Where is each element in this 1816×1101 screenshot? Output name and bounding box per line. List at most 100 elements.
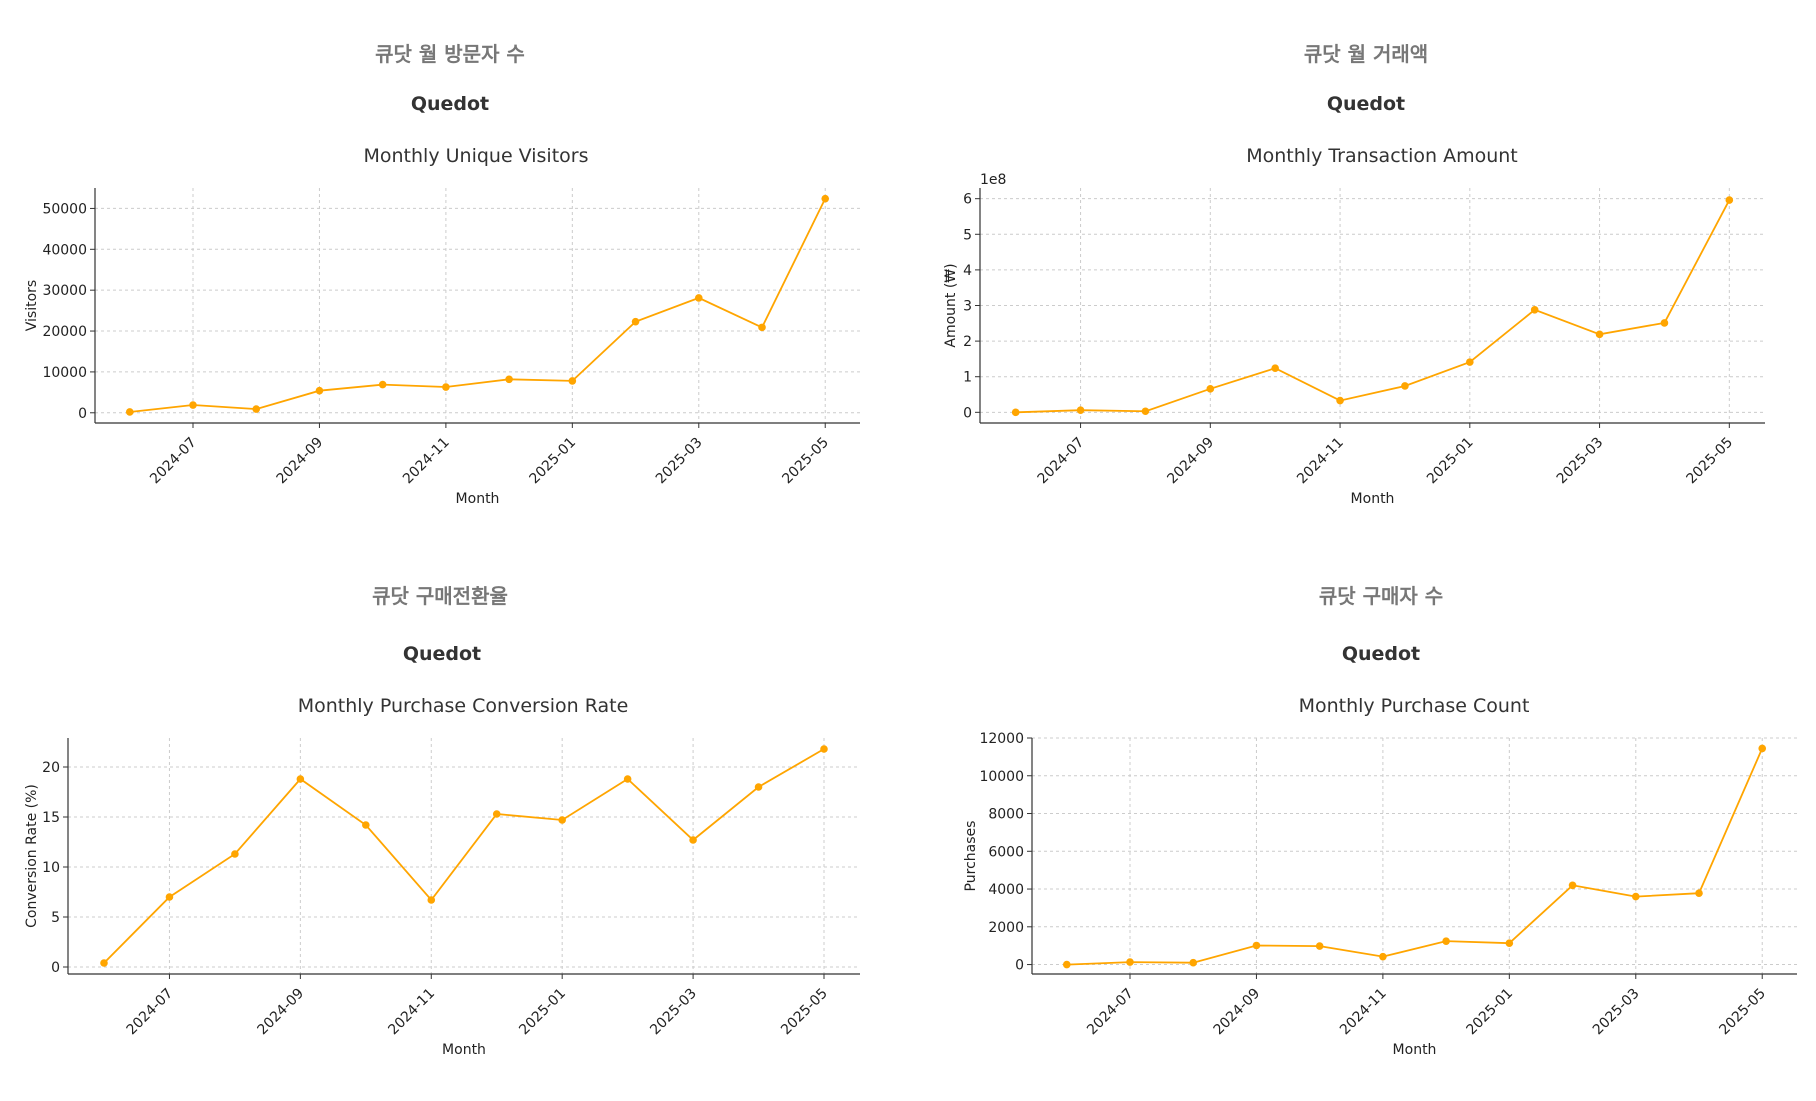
y-axis-label: Amount (₩)	[943, 263, 959, 347]
y-tick-label: 15	[42, 810, 60, 826]
data-point	[1725, 196, 1734, 204]
x-tick-label: 2025-03	[653, 435, 706, 488]
data-point	[758, 323, 766, 332]
x-tick-label: 2025-01	[1463, 986, 1516, 1039]
data-point	[125, 408, 134, 416]
y-tick-label: 4000	[988, 882, 1024, 898]
y-tick-label: 0	[51, 960, 60, 976]
x-tick-label: 2024-11	[1294, 435, 1347, 488]
x-tick-label: 2025-01	[516, 986, 569, 1039]
data-point	[315, 386, 324, 395]
chart-2-korean-title: 큐닷 월 거래액	[1303, 42, 1429, 66]
x-axis-label: Month	[1393, 1042, 1437, 1058]
data-point	[1568, 881, 1577, 890]
x-tick-label: 2024-11	[385, 986, 438, 1039]
chart-1-plot: 0 10000 20000 30000 40000 50000 2024-07 2024-09…	[24, 188, 860, 507]
series-line	[103, 748, 825, 964]
y-tick-label: 2	[963, 334, 972, 350]
series-line	[1066, 748, 1764, 966]
x-axis-label: Month	[442, 1042, 486, 1058]
chart-3-brand: Quedot	[402, 643, 482, 665]
x-tick-label: 2024-11	[400, 435, 453, 488]
x-tick-label: 2024-09	[255, 986, 308, 1039]
data-point	[689, 836, 697, 844]
data-point	[1076, 406, 1085, 414]
x-tick-label: 2025-03	[1554, 435, 1607, 488]
y-tick-label: 8000	[988, 807, 1024, 823]
data-point	[1695, 889, 1703, 897]
data-point	[252, 405, 261, 413]
data-point	[1206, 385, 1215, 393]
y-tick-label: 1	[963, 370, 972, 386]
data-point	[1379, 952, 1387, 961]
chart-2-brand: Quedot	[1326, 93, 1406, 115]
x-tick-label: 2025-01	[1424, 435, 1477, 488]
x-axis-label: Month	[1351, 491, 1395, 507]
chart-2-title: Monthly Transaction Amount	[1246, 145, 1518, 167]
x-tick-label: 2025-01	[526, 435, 579, 488]
x-tick-label: 2024-11	[1337, 986, 1390, 1039]
y-tick-label: 12000	[979, 731, 1024, 747]
y-tick-label: 10000	[979, 769, 1024, 785]
chart-1-title: Monthly Unique Visitors	[363, 145, 589, 167]
data-point	[1189, 958, 1198, 967]
x-tick-label: 2024-07	[1035, 435, 1088, 488]
data-point	[1315, 942, 1324, 950]
x-tick-label: 2025-05	[779, 435, 832, 488]
data-point	[189, 401, 197, 409]
y-tick-label: 6	[963, 192, 972, 208]
data-point	[505, 375, 513, 384]
x-tick-label: 2025-03	[1590, 986, 1643, 1039]
y-tick-label: 0	[78, 406, 87, 422]
y-tick-label: 50000	[42, 201, 87, 217]
data-point	[754, 783, 763, 791]
x-tick-label: 2024-09	[1211, 986, 1264, 1039]
data-point	[378, 380, 387, 389]
data-point	[1758, 744, 1767, 753]
y-tick-label: 20000	[42, 324, 87, 340]
data-point	[821, 194, 830, 203]
x-axis-label: Month	[456, 491, 500, 507]
y-tick-label: 5	[963, 227, 972, 243]
y-tick-label: 3	[963, 299, 972, 315]
y-tick-label: 20	[42, 760, 60, 776]
data-point	[427, 896, 436, 904]
y-axis-label: Visitors	[24, 280, 40, 331]
x-tick-label: 2024-07	[147, 435, 200, 488]
chart-3-title: Monthly Purchase Conversion Rate	[297, 695, 629, 717]
data-point	[492, 810, 501, 818]
y-tick-label: 10000	[42, 365, 87, 381]
data-point	[1660, 319, 1669, 327]
data-point	[820, 745, 828, 753]
x-tick-label: 2025-05	[1683, 435, 1736, 488]
data-point	[623, 775, 632, 783]
chart-4-brand: Quedot	[1341, 643, 1421, 665]
data-point	[568, 377, 577, 385]
data-point	[1252, 941, 1261, 950]
chart-4-title: Monthly Purchase Count	[1298, 695, 1530, 717]
chart-4-plot: 0 2000 4000 6000 8000 10000 12000 2024-07 2024-0…	[963, 731, 1797, 1058]
y-tick-label: 5	[51, 910, 60, 926]
data-point	[558, 816, 566, 824]
data-point	[1595, 330, 1604, 339]
data-point	[1466, 358, 1474, 366]
data-point	[1631, 892, 1640, 901]
chart-1-korean-title: 큐닷 월 방문자 수	[375, 42, 525, 66]
data-point	[362, 821, 370, 829]
x-tick-label: 2024-09	[274, 435, 327, 488]
y-axis-label: Conversion Rate (%)	[24, 784, 40, 928]
chart-4-korean-title: 큐닷 구매자 수	[1318, 584, 1444, 608]
y-tick-label: 10	[42, 860, 60, 876]
y-offset-label: 1e8	[980, 172, 1006, 188]
data-point	[1401, 382, 1409, 390]
y-tick-label: 30000	[42, 283, 87, 299]
chart-1-brand: Quedot	[410, 93, 490, 115]
x-tick-label: 2024-09	[1164, 435, 1217, 488]
data-point	[1141, 407, 1150, 416]
chart-3-korean-title: 큐닷 구매전환율	[372, 584, 508, 608]
y-tick-label: 4	[963, 263, 972, 279]
y-tick-label: 40000	[42, 242, 87, 258]
data-point	[1336, 396, 1344, 405]
series-line	[1015, 199, 1731, 414]
data-point	[1505, 939, 1514, 948]
